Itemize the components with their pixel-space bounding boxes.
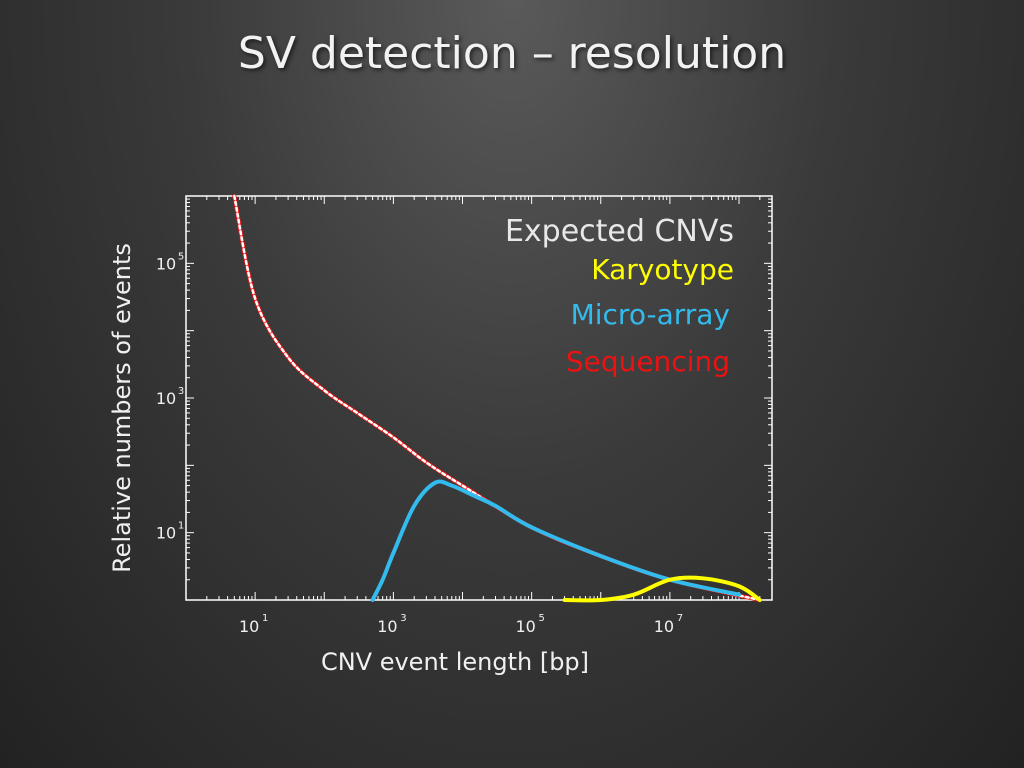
x-tick-label: 10 bbox=[515, 617, 535, 636]
slide-title: SV detection – resolution bbox=[237, 28, 787, 79]
x-tick-label: 10 bbox=[654, 617, 674, 636]
x-tick-label: 10 bbox=[239, 617, 259, 636]
y-tick-exponent: 3 bbox=[178, 386, 184, 397]
x-tick-exponent: 1 bbox=[262, 613, 268, 624]
y-tick-exponent: 1 bbox=[178, 521, 184, 532]
y-axis-label: Relative numbers of events bbox=[108, 243, 136, 573]
y-tick-label: 10 bbox=[156, 254, 176, 273]
series-layer bbox=[232, 194, 762, 603]
legend-sequencing: Sequencing bbox=[566, 345, 730, 378]
y-tick-exponent: 5 bbox=[178, 251, 184, 262]
legend-microarray: Micro-array bbox=[571, 298, 730, 331]
legend-title: Expected CNVs bbox=[505, 214, 734, 249]
series-micro-array bbox=[370, 479, 742, 602]
tick-marks bbox=[185, 196, 773, 601]
x-tick-exponent: 5 bbox=[538, 613, 544, 624]
series-karyotype bbox=[562, 575, 762, 603]
x-axis-label: CNV event length [bp] bbox=[321, 648, 589, 676]
tick-labels: 10 1 10 3 10 5 10 710 110 310 5 bbox=[156, 251, 683, 636]
y-tick-label: 10 bbox=[156, 524, 176, 543]
x-tick-exponent: 7 bbox=[677, 613, 683, 624]
x-tick-label: 10 bbox=[377, 617, 397, 636]
series-expected-cnvs bbox=[233, 194, 762, 602]
x-tick-exponent: 3 bbox=[400, 613, 406, 624]
y-tick-label: 10 bbox=[156, 389, 176, 408]
legend-karyotype: Karyotype bbox=[591, 253, 734, 286]
